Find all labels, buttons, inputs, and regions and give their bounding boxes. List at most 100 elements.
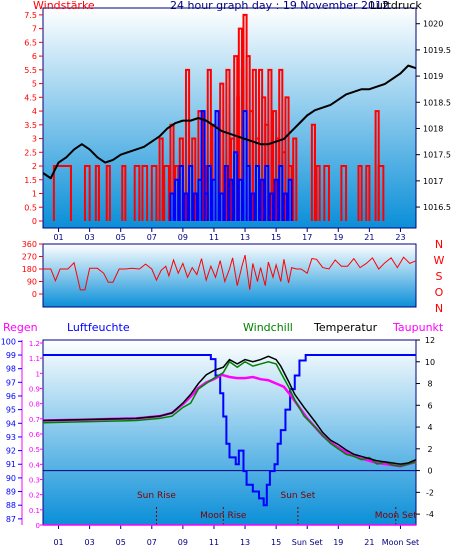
wind-gust-bar [206, 68, 212, 221]
wind-average-bar [192, 192, 198, 221]
x-tick-label: 23 [395, 233, 405, 242]
wind-gust-bar [158, 137, 164, 221]
pressure-tick-label: 1019.5 [423, 46, 451, 55]
temperature-tick-label: 8 [427, 380, 432, 389]
wind-gust-bar [365, 165, 371, 221]
x-tick-label: 03 [85, 233, 95, 242]
wind-average-bar [214, 110, 220, 221]
wind-average-bar [245, 165, 251, 221]
rain-tick-label: 0 [36, 522, 40, 530]
wind-average-bar [188, 165, 194, 221]
wind-average-bar [264, 165, 270, 221]
wind-gust-bar [292, 137, 298, 221]
wind-average-bar [219, 192, 225, 221]
wind-average-bar [259, 178, 265, 221]
wind-gust-bar [225, 68, 231, 221]
temperature-tick-label: 2 [427, 445, 432, 454]
legend-windchill: Windchill [243, 321, 293, 334]
x-tick-label: 15 [271, 538, 281, 547]
temperature-tick-label: 0 [427, 467, 432, 476]
x-tick-label: 01 [53, 233, 63, 242]
compass-label: N [435, 238, 443, 251]
wind-average-bar [178, 165, 184, 221]
rain-tick-label: 1 [36, 370, 40, 378]
wind-tick-label: 6.5 [24, 38, 37, 47]
wind-tick-label: 1 [32, 190, 37, 199]
wind-axis-label: Windstärke [33, 0, 95, 12]
direction-tick-label: 0 [32, 290, 37, 299]
wind-tick-label: 7.5 [24, 11, 37, 20]
wind-gust-bar [357, 165, 363, 221]
wind-tick-label: 3.5 [24, 121, 37, 130]
wind-average-bar [268, 192, 275, 221]
humidity-tick-label: 89 [6, 488, 16, 497]
temperature-panel: Regen Luftfeuchte Windchill Temperatur T… [1, 321, 444, 547]
rain-tick-labels: 0 0.1 0.2 0.3 0.4 0.5 0.6 0.7 0.8 0.9 1 1.1 1.2 [29, 340, 43, 530]
temperature-tick-label: 6 [427, 401, 432, 410]
rain-tick-label: 0.6 [29, 431, 41, 439]
pressure-tick-label: 1017 [423, 177, 443, 186]
humidity-tick-label: 90 [6, 474, 16, 483]
compass-label: N [435, 302, 443, 315]
wind-tick-label: 4 [32, 107, 37, 116]
wind-gust-bar [52, 165, 72, 221]
wind-gust-bar [105, 165, 111, 221]
humidity-tick-label: 88 [6, 501, 16, 510]
wind-gust-bar [163, 165, 170, 221]
wind-gust-bar [267, 68, 273, 221]
rain-tick-label: 0.9 [29, 386, 40, 394]
x-tick-label: 15 [271, 233, 281, 242]
temperature-tick-label: -2 [426, 488, 434, 497]
temperature-line [42, 355, 417, 465]
humidity-tick-label: 92 [6, 447, 16, 456]
wind-average-bar [183, 192, 189, 221]
rain-tick-label: 1.1 [29, 355, 40, 363]
x-tick-label: 07 [147, 538, 157, 547]
pressure-tick-label: 1020 [423, 20, 443, 29]
x-tick-label: 09 [178, 233, 188, 242]
legend-dewpoint: Taupunkt [392, 321, 444, 334]
sun-moon-annotations: Sun Rise Moon Rise Sun Set Moon Set [137, 491, 417, 525]
legend-temperature: Temperatur [313, 321, 378, 334]
temperature-tick-label: -4 [426, 510, 434, 519]
wind-gust-bar [141, 165, 149, 221]
wind-average-bar [200, 110, 206, 221]
annotation-label: Moon Rise [200, 511, 247, 521]
x-tick-label: 19 [333, 233, 343, 242]
pressure-tick-label: 1016.5 [423, 203, 451, 212]
legend-rain: Regen [3, 321, 38, 334]
wind-average-bar [282, 192, 289, 221]
x-tick-label: 11 [209, 538, 219, 547]
rain-tick-label: 0.4 [29, 461, 41, 469]
x-tick-label: 09 [178, 538, 188, 547]
x-tick-label: 21 [364, 233, 374, 242]
wind-average-bar [174, 178, 180, 221]
compass-label: W [434, 254, 445, 267]
pressure-tick-label: 1019 [423, 72, 443, 81]
wind-tick-label: 0 [32, 217, 37, 226]
legend-humidity: Luftfeuchte [67, 321, 130, 334]
x-tick-label: 21 [364, 538, 374, 547]
direction-tick-labels: 0 90 180 270 360 [22, 240, 43, 299]
x-tick-label: Sun Set [292, 538, 323, 547]
annotation-label: Sun Set [281, 491, 316, 501]
annotation-label: Sun Rise [137, 491, 176, 501]
wind-tick-label: 2.5 [24, 148, 37, 157]
temperature-tick-label: 10 [425, 358, 435, 367]
wind-gust-bar [377, 165, 385, 221]
humidity-tick-label: 100 [1, 337, 16, 346]
wind-average-bar [206, 165, 212, 221]
rain-tick-label: 0.7 [29, 416, 40, 424]
temperature-x-tick-labels: 01 03 05 07 09 11 13 15 Sun Set 19 21 Moon Set [53, 525, 419, 547]
wind-tick-label: 5.5 [24, 66, 37, 75]
pressure-tick-label: 1017.5 [423, 151, 451, 160]
pressure-axis-label: Luftdruck [370, 0, 422, 12]
humidity-tick-label: 94 [6, 419, 16, 428]
rain-tick-label: 1.2 [29, 340, 40, 348]
wind-tick-label: 3 [32, 135, 37, 144]
pressure-tick-labels: 1016.5 1017 1017.5 1018 1018.5 1019 1019.5 1020 [416, 20, 451, 212]
x-tick-label: 13 [240, 233, 250, 242]
wind-average-bar [237, 178, 243, 221]
x-tick-label: 17 [302, 233, 312, 242]
